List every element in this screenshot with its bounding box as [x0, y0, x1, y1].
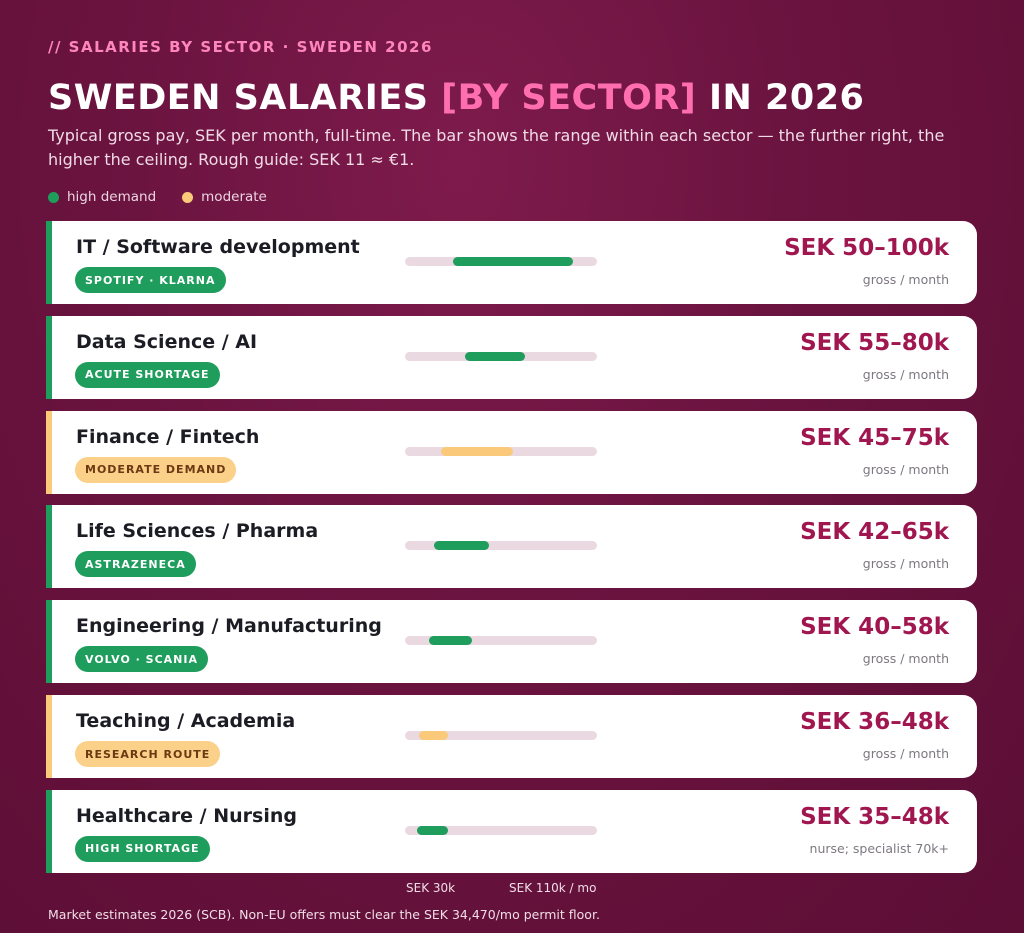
range-bar	[417, 825, 449, 835]
salary-range: SEK 42–65k	[800, 519, 949, 546]
sector-row: Life Sciences / Pharma ASTRAZENECA SEK 42–…	[46, 505, 977, 589]
salary-range: SEK 50–100k	[784, 235, 949, 261]
range-bar	[419, 731, 449, 740]
range-track	[405, 731, 597, 740]
high-demand-dot-icon	[48, 191, 59, 203]
range-note: gross / month	[862, 651, 949, 667]
legend-item-moderate: moderate	[182, 189, 267, 205]
salary-range: SEK 40–58k	[800, 614, 949, 641]
subtitle: Typical gross pay, SEK per month, full-t…	[48, 126, 945, 169]
legend-label-moderate: moderate	[201, 189, 267, 205]
sector-row: Healthcare / Nursing HIGH SHORTAGE SEK 35–…	[46, 789, 977, 873]
axis-max-label: SEK 110k / mo	[509, 881, 597, 895]
range-note: gross / month	[862, 746, 949, 761]
sector-row: Data Science / AI ACUTE SHORTAGE SEK 55–80…	[46, 315, 977, 399]
range-note: gross / month	[862, 461, 949, 477]
sector-name: Finance / Fintech	[76, 425, 260, 448]
demand-stripe	[46, 505, 52, 589]
range-note: gross / month	[862, 366, 949, 382]
sector-row: Engineering / Manufacturing VOLVO · SCANI…	[46, 600, 977, 684]
sector-row: IT / Software development SPOTIFY · KLARN…	[46, 221, 977, 304]
sector-row: Teaching / Academia RESEARCH ROUTE SEK 36–…	[46, 695, 977, 778]
demand-stripe	[46, 315, 52, 399]
range-bar	[441, 446, 513, 456]
range-note: nurse; specialist 70k+	[809, 840, 949, 856]
sector-name: Teaching / Academia	[76, 710, 296, 732]
axis-min-label: SEK 30k	[406, 881, 456, 895]
title-part-2: IN 2026	[696, 78, 865, 118]
title-accent: [BY SECTOR]	[441, 78, 697, 118]
demand-stripe	[46, 695, 52, 778]
demand-stripe	[46, 221, 52, 304]
demand-stripe	[46, 789, 52, 873]
moderate-dot-icon	[182, 191, 194, 203]
sector-name: Engineering / Manufacturing	[76, 615, 382, 638]
range-note: gross / month	[862, 272, 949, 287]
range-bar	[429, 636, 473, 646]
sector-name: Healthcare / Nursing	[76, 804, 297, 827]
sector-name: IT / Software development	[76, 236, 360, 258]
range-bar	[465, 351, 525, 361]
range-bar	[433, 541, 489, 551]
legend-item-high: high demand	[48, 189, 156, 205]
range-track	[405, 636, 597, 646]
range-note: gross / month	[862, 556, 949, 572]
range-track	[405, 825, 597, 835]
sector-badge: HIGH SHORTAGE	[75, 835, 210, 862]
salary-range: SEK 35–48k	[800, 803, 949, 830]
demand-stripe	[46, 410, 52, 494]
footer-note: Market estimates 2026 (SCB). Non-EU offe…	[48, 907, 600, 922]
sector-badge: VOLVO · SCANIA	[75, 646, 208, 673]
legend-label-high: high demand	[67, 189, 157, 205]
legend: high demand moderate	[48, 189, 267, 205]
sector-badge: MODERATE DEMAND	[75, 456, 237, 483]
title-part-1: SWEDEN SALARIES	[48, 78, 442, 118]
sector-row: Finance / Fintech MODERATE DEMAND SEK 45–7…	[46, 410, 977, 494]
sector-badge: SPOTIFY · KLARNA	[75, 267, 226, 293]
range-bar	[453, 257, 573, 266]
range-track	[405, 351, 597, 361]
demand-stripe	[46, 600, 52, 684]
range-track	[405, 446, 597, 456]
range-track	[405, 541, 597, 551]
sector-name: Life Sciences / Pharma	[76, 520, 319, 543]
sector-badge: ACUTE SHORTAGE	[75, 361, 220, 388]
sector-badge: ASTRAZENECA	[75, 551, 196, 578]
sector-badge: RESEARCH ROUTE	[75, 741, 221, 767]
sector-name: Data Science / AI	[76, 330, 258, 353]
salary-range: SEK 55–80k	[800, 329, 949, 356]
eyebrow: // SALARIES BY SECTOR · SWEDEN 2026	[48, 38, 433, 56]
range-track	[405, 257, 597, 266]
salary-range: SEK 45–75k	[800, 424, 949, 451]
salary-range: SEK 36–48k	[800, 709, 949, 735]
page-title: SWEDEN SALARIES [BY SECTOR] IN 2026	[48, 78, 864, 118]
